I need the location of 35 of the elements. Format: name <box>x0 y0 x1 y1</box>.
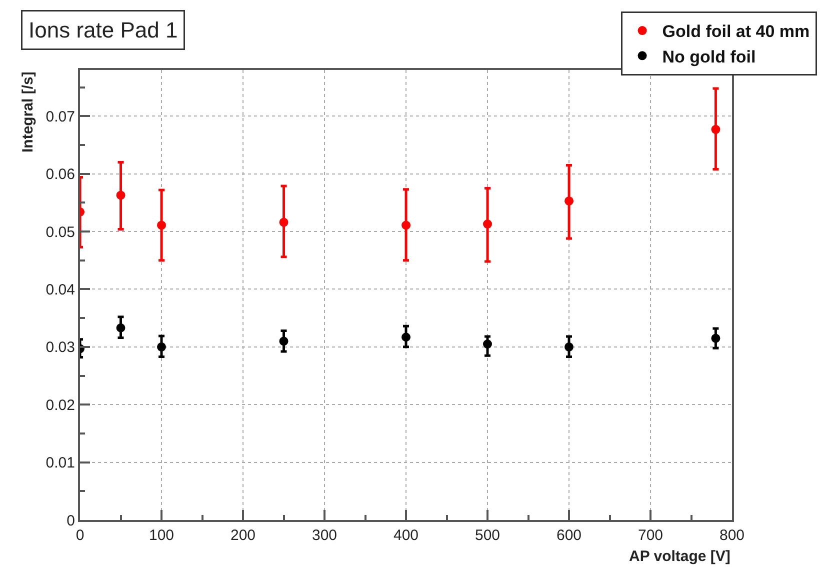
point <box>402 332 410 342</box>
y-axis-title: Integral [/s] <box>20 72 36 152</box>
x-tick-label: 300 <box>312 527 338 544</box>
point <box>483 220 492 229</box>
point <box>157 342 166 352</box>
x-tick-label: 600 <box>556 527 582 544</box>
x-tick-label: 500 <box>474 527 500 544</box>
y-tick-label: 0.05 <box>46 224 75 241</box>
point <box>483 340 492 349</box>
legend-label: No gold foil <box>662 47 756 66</box>
x-tick-label: 800 <box>719 527 745 544</box>
y-tick-label: 0.03 <box>46 339 75 356</box>
y-tick-label: 0 <box>66 512 75 530</box>
x-tick-label: 400 <box>393 527 419 544</box>
x-tick-label: 200 <box>230 527 256 544</box>
y-tick-label: 0.07 <box>46 108 75 126</box>
point <box>711 334 720 343</box>
point <box>279 336 288 346</box>
point <box>564 342 574 352</box>
point <box>157 220 166 230</box>
point <box>279 218 288 227</box>
y-tick-label: 0.02 <box>46 396 75 414</box>
x-axis-title: AP voltage [V] <box>629 548 730 565</box>
point <box>402 220 410 230</box>
point <box>116 190 126 200</box>
y-tick-label: 0.01 <box>46 454 75 472</box>
point <box>116 323 126 332</box>
chart-title: Ions rate Pad 1 <box>28 18 178 42</box>
y-tick-label: 0.04 <box>46 281 75 298</box>
point <box>711 124 720 134</box>
y-tick-label: 0.06 <box>46 166 75 184</box>
x-tick-label: 100 <box>148 527 174 544</box>
x-tick-label: 700 <box>638 527 664 544</box>
legend-label: Gold foil at 40 mm <box>662 22 810 42</box>
point <box>564 196 574 206</box>
